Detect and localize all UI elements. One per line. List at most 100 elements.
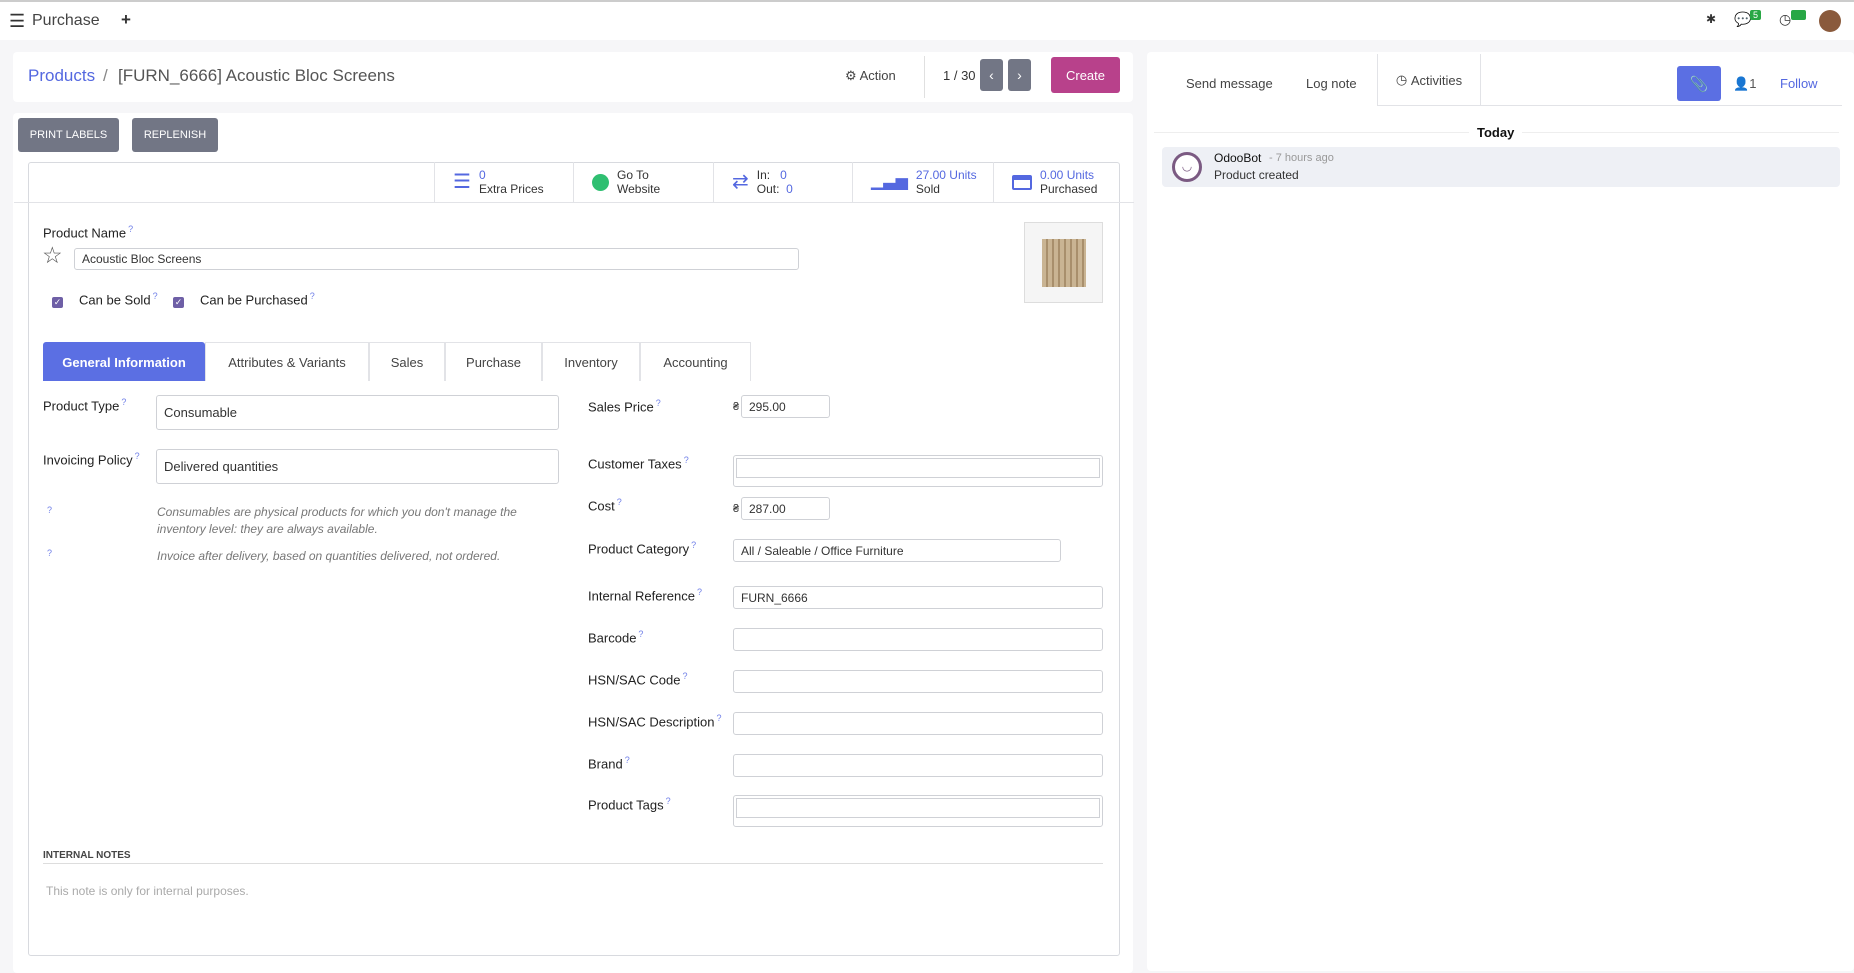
plus-icon[interactable]: + bbox=[121, 10, 131, 29]
purchased-label: Purchased bbox=[1040, 182, 1098, 196]
can-be-sold-label: Can be Sold? bbox=[79, 291, 158, 308]
can-be-purchased-label: Can be Purchased? bbox=[200, 291, 315, 308]
product-name-input[interactable]: Acoustic Bloc Screens bbox=[74, 248, 799, 270]
message-time: - 7 hours ago bbox=[1269, 152, 1334, 164]
activities-badge: 0 bbox=[1791, 10, 1807, 20]
in-label: In: bbox=[756, 168, 771, 182]
tab-attributes-variants[interactable]: Attributes & Variants bbox=[205, 342, 369, 381]
top-navbar: ☰ Purchase + ✱ 💬 5 ◷ 0 bbox=[0, 0, 1854, 40]
followers-button[interactable]: 👤1 bbox=[1733, 76, 1757, 91]
notes-divider bbox=[43, 863, 1103, 864]
cost-label: Cost? bbox=[588, 497, 622, 514]
tab-general-information[interactable]: General Information bbox=[43, 342, 205, 381]
follow-button[interactable]: Follow bbox=[1780, 76, 1818, 91]
customer-taxes-label: Customer Taxes? bbox=[588, 455, 689, 472]
menu-icon[interactable]: ☰ bbox=[9, 11, 26, 31]
breadcrumb-current: [FURN_6666] Acoustic Bloc Screens bbox=[118, 66, 395, 85]
product-tags-input[interactable] bbox=[733, 795, 1103, 827]
help-marker: ? bbox=[47, 548, 53, 558]
clock-icon[interactable]: ◷ bbox=[1779, 11, 1792, 27]
send-message-button[interactable]: Send message bbox=[1186, 76, 1273, 91]
log-note-button[interactable]: Log note bbox=[1306, 76, 1357, 91]
messages-badge: 5 bbox=[1750, 10, 1762, 20]
internal-notes-input[interactable]: This note is only for internal purposes. bbox=[46, 884, 249, 898]
hsn-code-label: HSN/SAC Code? bbox=[588, 671, 688, 688]
print-labels-button[interactable]: PRINT LABELS bbox=[18, 118, 119, 152]
brand-label: Brand? bbox=[588, 755, 630, 772]
sold-label: Sold bbox=[915, 182, 940, 196]
list-icon: ☰ bbox=[453, 171, 471, 193]
odoobot-avatar: ◡ bbox=[1172, 152, 1202, 182]
out-label: Out: bbox=[756, 182, 780, 196]
message-author[interactable]: OdooBot bbox=[1214, 151, 1262, 165]
brand-input[interactable] bbox=[733, 754, 1103, 777]
chatter-panel: Send message Log note ◷ Activities 📎 👤1 … bbox=[1147, 52, 1854, 971]
hsn-description-input[interactable] bbox=[733, 712, 1103, 735]
bug-icon[interactable]: ✱ bbox=[1706, 12, 1717, 26]
pager-value[interactable]: 1 / 30 bbox=[943, 68, 976, 83]
chat-icon[interactable]: 💬 bbox=[1734, 11, 1752, 27]
invoicing-policy-label: Invoicing Policy? bbox=[43, 451, 140, 468]
tab-accounting[interactable]: Accounting bbox=[640, 342, 751, 381]
create-button[interactable]: Create bbox=[1051, 57, 1120, 93]
hsn-code-input[interactable] bbox=[733, 670, 1103, 693]
action-button[interactable]: ⚙ Action bbox=[845, 68, 896, 83]
cost-input[interactable]: 287.00 bbox=[741, 497, 830, 520]
message-item: ◡ OdooBot - 7 hours ago Product created bbox=[1162, 147, 1840, 187]
tab-sales[interactable]: Sales bbox=[369, 342, 445, 381]
product-category-input[interactable]: All / Saleable / Office Furniture bbox=[733, 539, 1061, 562]
extra-prices-button[interactable]: ☰ 0 Extra Prices bbox=[434, 162, 573, 202]
sales-price-label: Sales Price? bbox=[588, 398, 661, 415]
sold-button[interactable]: ▁▃▅ 27.00 Units Sold bbox=[852, 162, 993, 202]
favorite-star-icon[interactable]: ☆ bbox=[42, 242, 63, 268]
previous-button[interactable]: ‹ bbox=[980, 59, 1003, 91]
currency-symbol: ₴ bbox=[733, 503, 740, 515]
today-label: Today bbox=[1469, 125, 1523, 140]
out-value: 0 bbox=[786, 182, 793, 196]
product-type-select[interactable]: Consumable bbox=[156, 395, 559, 430]
product-image[interactable] bbox=[1024, 222, 1103, 303]
control-panel: Products / [FURN_6666] Acoustic Bloc Scr… bbox=[13, 52, 1133, 102]
website-line2: Website bbox=[617, 182, 661, 196]
sales-price-input[interactable]: 295.00 bbox=[741, 395, 830, 418]
activities-button[interactable]: ◷ Activities bbox=[1377, 54, 1481, 106]
help-marker: ? bbox=[47, 505, 53, 515]
customer-taxes-field[interactable] bbox=[736, 458, 1100, 478]
breadcrumb-separator: / bbox=[103, 66, 108, 85]
replenish-button[interactable]: REPLENISH bbox=[132, 118, 218, 152]
in-value: 0 bbox=[780, 168, 787, 182]
stat-row-divider bbox=[14, 202, 1134, 203]
invoicing-policy-select[interactable]: Delivered quantities bbox=[156, 449, 559, 484]
extra-prices-label: Extra Prices bbox=[478, 182, 544, 196]
purchased-button[interactable]: 0.00 Units Purchased bbox=[993, 162, 1120, 202]
product-category-label: Product Category? bbox=[588, 540, 697, 557]
product-tags-field[interactable] bbox=[736, 798, 1100, 818]
signal-icon: ▁▃▅ bbox=[871, 173, 908, 190]
in-out-button[interactable]: ⇄ In: 0 Out: 0 bbox=[713, 162, 852, 202]
breadcrumb-parent[interactable]: Products bbox=[28, 66, 96, 85]
chatter-topbar-line bbox=[1377, 105, 1842, 106]
attachment-button[interactable]: 📎 bbox=[1677, 66, 1721, 101]
next-button[interactable]: › bbox=[1008, 59, 1031, 91]
website-line1: Go To bbox=[617, 168, 649, 182]
activities-label: Activities bbox=[1410, 72, 1463, 88]
action-label: Action bbox=[859, 68, 896, 83]
tab-purchase[interactable]: Purchase bbox=[445, 342, 542, 381]
tab-inventory[interactable]: Inventory bbox=[542, 342, 640, 381]
divider bbox=[924, 56, 925, 98]
credit-card-icon bbox=[1012, 174, 1032, 190]
hsn-description-label: HSN/SAC Description? bbox=[588, 713, 722, 730]
barcode-input[interactable] bbox=[733, 628, 1103, 651]
can-be-sold-checkbox[interactable]: ✓ bbox=[52, 297, 63, 308]
app-title[interactable]: Purchase bbox=[32, 12, 100, 29]
internal-notes-title: INTERNAL NOTES bbox=[43, 850, 131, 861]
internal-reference-input[interactable]: FURN_6666 bbox=[733, 586, 1103, 609]
exchange-icon: ⇄ bbox=[732, 171, 749, 193]
avatar[interactable] bbox=[1819, 10, 1841, 32]
customer-taxes-input[interactable] bbox=[733, 455, 1103, 487]
followers-count: 1 bbox=[1749, 76, 1757, 91]
go-to-website-button[interactable]: Go To Website bbox=[573, 162, 713, 202]
can-be-purchased-checkbox[interactable]: ✓ bbox=[173, 297, 184, 308]
internal-reference-label: Internal Reference? bbox=[588, 587, 702, 604]
product-type-help: Consumables are physical products for wh… bbox=[157, 505, 517, 536]
